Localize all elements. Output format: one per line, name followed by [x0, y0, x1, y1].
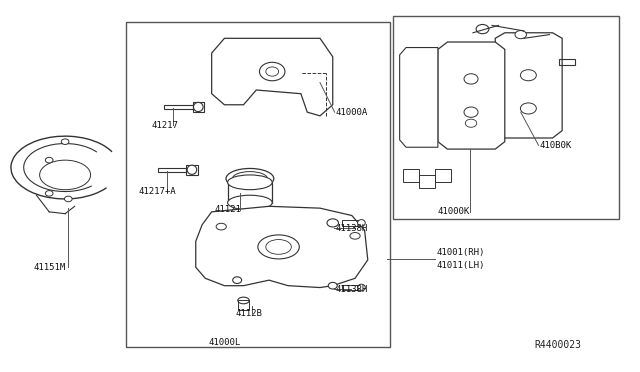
Ellipse shape: [266, 240, 291, 254]
Ellipse shape: [328, 282, 337, 289]
Text: 4112B: 4112B: [236, 309, 262, 318]
Text: 41121: 41121: [215, 205, 242, 215]
Text: 41001(RH): 41001(RH): [436, 248, 485, 257]
Ellipse shape: [187, 165, 196, 174]
Ellipse shape: [45, 190, 53, 196]
Bar: [228, 182, 272, 203]
Ellipse shape: [464, 107, 478, 117]
Text: 41217: 41217: [151, 121, 178, 129]
Ellipse shape: [226, 169, 274, 189]
Bar: [193, 102, 204, 112]
Ellipse shape: [520, 70, 536, 81]
Ellipse shape: [232, 171, 268, 186]
Bar: [419, 175, 435, 188]
Text: 41138H: 41138H: [336, 285, 368, 294]
Ellipse shape: [465, 119, 477, 127]
Ellipse shape: [216, 223, 227, 230]
Text: 41151M: 41151M: [33, 263, 65, 272]
Bar: [394, 16, 620, 219]
Bar: [238, 301, 249, 310]
Bar: [435, 169, 451, 182]
Text: 41000L: 41000L: [209, 339, 241, 347]
Ellipse shape: [228, 175, 272, 190]
Text: 41000A: 41000A: [336, 108, 368, 117]
Ellipse shape: [65, 196, 72, 202]
Ellipse shape: [238, 297, 249, 304]
Bar: [559, 59, 575, 65]
Ellipse shape: [259, 62, 285, 81]
Ellipse shape: [266, 67, 278, 76]
Text: 41138H: 41138H: [336, 224, 368, 233]
Ellipse shape: [258, 235, 300, 259]
Bar: [186, 164, 198, 174]
Ellipse shape: [45, 157, 53, 163]
Ellipse shape: [476, 25, 489, 34]
Bar: [403, 169, 419, 182]
Bar: [157, 167, 186, 172]
Ellipse shape: [228, 195, 272, 210]
Polygon shape: [438, 42, 505, 149]
Text: 41000K: 41000K: [438, 207, 470, 217]
Polygon shape: [495, 33, 562, 138]
Bar: [342, 220, 362, 226]
Text: 41011(LH): 41011(LH): [436, 261, 485, 270]
Polygon shape: [212, 38, 333, 116]
Ellipse shape: [350, 232, 360, 239]
Text: 41217+A: 41217+A: [138, 187, 176, 196]
Bar: [164, 105, 193, 109]
Bar: [125, 22, 390, 347]
Ellipse shape: [358, 284, 365, 291]
Ellipse shape: [61, 139, 69, 144]
Ellipse shape: [520, 103, 536, 114]
Ellipse shape: [327, 219, 339, 227]
Text: R4400023: R4400023: [534, 340, 581, 350]
Ellipse shape: [464, 74, 478, 84]
Bar: [342, 285, 362, 291]
Ellipse shape: [193, 102, 203, 112]
Ellipse shape: [358, 219, 365, 226]
Polygon shape: [399, 48, 438, 147]
Ellipse shape: [515, 31, 527, 39]
Polygon shape: [196, 206, 368, 288]
Ellipse shape: [233, 277, 242, 283]
Text: 410B0K: 410B0K: [540, 141, 572, 150]
